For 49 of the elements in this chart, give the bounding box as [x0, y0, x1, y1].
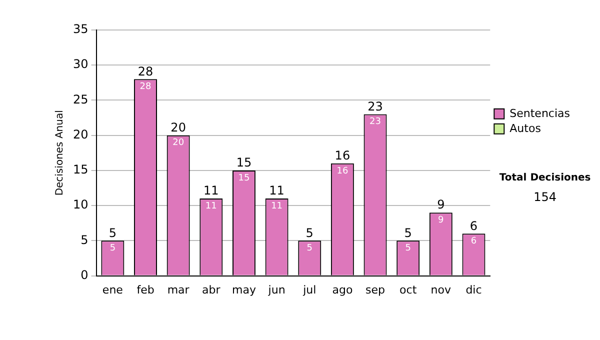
x-tick-label: jun [267, 283, 286, 296]
data-label: 15 [238, 173, 250, 184]
y-tick-label: 25 [72, 92, 88, 106]
data-label: 5 [110, 244, 116, 254]
annotation: 5 [306, 226, 314, 240]
y-tick-label: 15 [72, 162, 88, 177]
data-label: 5 [405, 244, 411, 254]
data-label: 28 [140, 82, 152, 92]
y-tick-label: 30 [72, 57, 88, 72]
x-tick-label: sep [366, 283, 386, 296]
annotation: 9 [437, 198, 445, 212]
text: 154 [534, 190, 557, 204]
annotation: 23 [368, 99, 383, 114]
y-tick-label: 10 [72, 198, 88, 212]
annotation: 20 [170, 120, 186, 134]
x-tick-label: ago [332, 283, 353, 296]
y-tick-label: 35 [72, 22, 88, 36]
data-label: 11 [271, 201, 283, 212]
data-label: 16 [336, 166, 348, 176]
data-label: 6 [470, 236, 477, 247]
text: Total Decisiones [499, 172, 591, 184]
data-label: 9 [438, 215, 444, 226]
annotation: 16 [334, 148, 350, 163]
annotation: 28 [138, 64, 154, 78]
data-label: 23 [370, 117, 381, 128]
x-tick-label: dic [466, 283, 482, 296]
x-tick-label: may [232, 283, 256, 296]
legend-label: Sentencias [510, 106, 570, 120]
x-tick-label: jul [302, 283, 316, 296]
annotation: 11 [269, 184, 284, 198]
annotation: 11 [204, 184, 219, 198]
data-label: 11 [205, 201, 217, 212]
x-tick-label: oct [400, 283, 418, 296]
annotation: 15 [236, 156, 252, 170]
y-tick-label: 0 [80, 268, 88, 282]
y-tick-label: 5 [80, 232, 88, 247]
legend-label: Autos [510, 122, 542, 135]
y-axis-title: Decisiones Anual [54, 110, 66, 196]
annotation: 5 [404, 226, 412, 240]
x-tick-label: abr [202, 283, 221, 296]
annotation: 6 [470, 218, 478, 233]
data-label: 20 [172, 138, 184, 148]
x-tick-label: mar [167, 283, 190, 296]
x-tick-label: feb [136, 283, 154, 296]
annotation: 5 [108, 226, 116, 240]
y-tick-label: 20 [72, 127, 88, 142]
x-tick-label: ene [102, 283, 124, 296]
data-label: 5 [306, 244, 312, 254]
x-tick-label: nov [430, 283, 452, 296]
